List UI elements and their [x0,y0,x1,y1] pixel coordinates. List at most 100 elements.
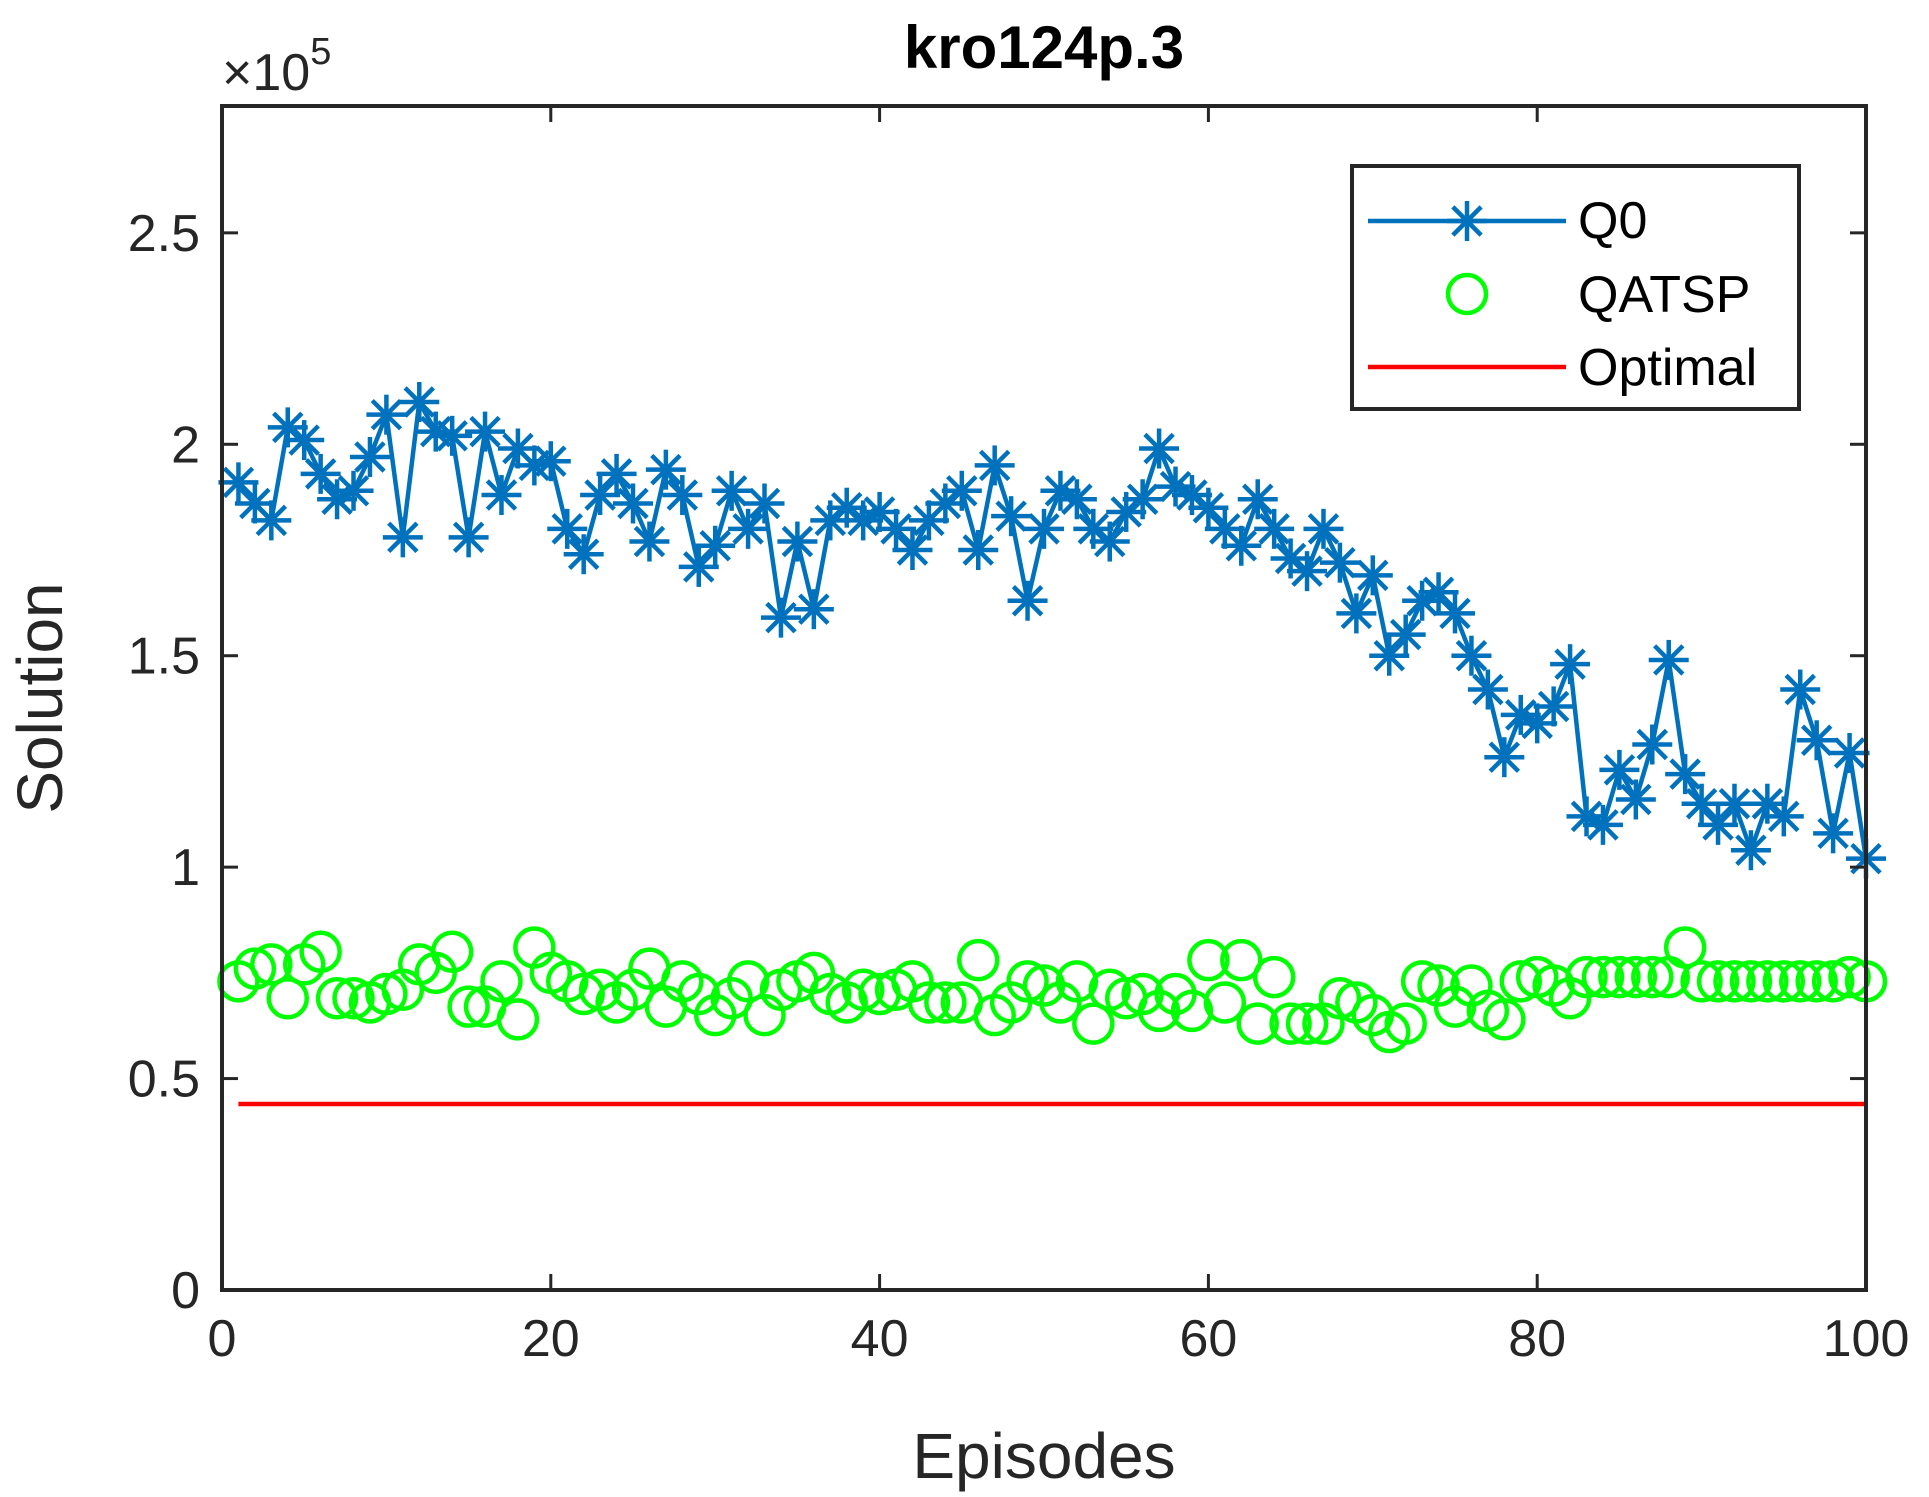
legend-sample-q0 [1368,201,1566,241]
q0-point [662,475,703,516]
q0-point [1829,732,1870,773]
q0-point [728,508,769,549]
q0-point [1188,487,1229,528]
axes-box [220,104,1868,1292]
q0-point [1714,783,1755,824]
q0-point [1418,572,1459,613]
q0-point [777,521,818,562]
q0-point [1254,508,1295,549]
q0-point [958,530,999,570]
q0-point [448,517,489,558]
qatsp-point [1631,955,1674,999]
q0-point [1582,804,1623,845]
qatsp-point [1236,1002,1279,1045]
q0-point [1385,614,1426,655]
q0-point [1648,639,1689,680]
qatsp-point [907,981,951,1024]
q0-point [218,462,259,503]
qatsp-point [1499,960,1543,1003]
q0-point [1796,720,1837,761]
series-layer [217,382,1888,1107]
qatsp-point [677,972,721,1016]
qatsp-point [1252,955,1296,999]
q0-point [941,470,982,511]
qatsp-point [726,960,770,1003]
q0-point [1599,749,1640,790]
qatsp-point [989,981,1033,1024]
qatsp-point [1811,960,1855,1003]
series-qatsp [217,926,1888,1054]
q0-point [1237,479,1278,520]
x-tick-label: 40 [851,1310,909,1368]
qatsp-point [430,930,474,973]
qatsp-point [233,947,277,990]
q0-point [1763,796,1804,837]
qatsp-point [365,972,408,1016]
qatsp-point [1203,981,1247,1024]
q0-point [613,483,653,524]
x-tick-label: 20 [522,1310,580,1368]
q0-point [1435,593,1475,634]
q0-point [596,453,637,494]
q0-point [1352,555,1393,596]
series-q0-line [236,399,1869,860]
q0-point [991,496,1032,537]
q0-point [1780,669,1821,710]
qatsp-point [1187,938,1230,982]
q0-point [300,453,341,494]
y-tick-label: 0 [171,1262,200,1320]
qatsp-point [1072,1002,1115,1045]
qatsp-point [841,968,885,1012]
qatsp-point [1548,976,1592,1020]
q0-point [1665,754,1706,795]
y-scale-exponent: 5 [310,31,331,73]
qatsp-point [1055,960,1099,1003]
y-tick-label: 2.5 [128,205,200,263]
q0-point [563,534,604,575]
q0-point [1484,737,1525,778]
q0-point [366,394,407,435]
q0-point [1024,508,1064,549]
q0-point [349,436,390,477]
qatsp-point [1400,960,1444,1003]
q0-point [1813,813,1854,854]
qatsp-point [1006,960,1049,1003]
q0-point [465,411,506,452]
qatsp-point [562,972,605,1016]
q0-point [530,441,571,482]
qatsp-point [1762,960,1806,1003]
qatsp-point [1828,955,1871,999]
q0-point [1632,724,1673,765]
qatsp-point [1598,955,1641,999]
q0-point [1550,644,1591,685]
q0-point [1122,479,1163,520]
qatsp-point [1614,955,1658,999]
qatsp-point [1039,981,1082,1024]
qatsp-point [447,985,490,1028]
y-tick-label: 1.5 [128,628,200,686]
qatsp-point [332,976,375,1020]
q0-point [1221,525,1262,566]
q0-point [1319,542,1360,583]
q0-point [547,508,588,549]
qatsp-point [891,960,934,1003]
qatsp-point [1318,976,1362,1020]
q0-point [892,530,933,570]
qatsp-point [1581,955,1625,999]
q0-point [1467,669,1508,710]
q0-point [1451,635,1492,676]
qatsp-point [1170,989,1214,1033]
q0-point [1089,521,1130,562]
q0-point [793,589,834,630]
qatsp-point [250,943,293,986]
q0-point [678,546,719,587]
legend-sample-qatsp [1445,272,1489,316]
y-scale-multiplier: ×10 [222,44,310,102]
q0-point [1056,479,1097,520]
q0-point [695,525,736,566]
qatsp-point [1417,964,1460,1007]
q0-point [1730,830,1771,871]
x-axis-label: Episodes [912,1420,1175,1492]
qatsp-point [1433,985,1477,1028]
